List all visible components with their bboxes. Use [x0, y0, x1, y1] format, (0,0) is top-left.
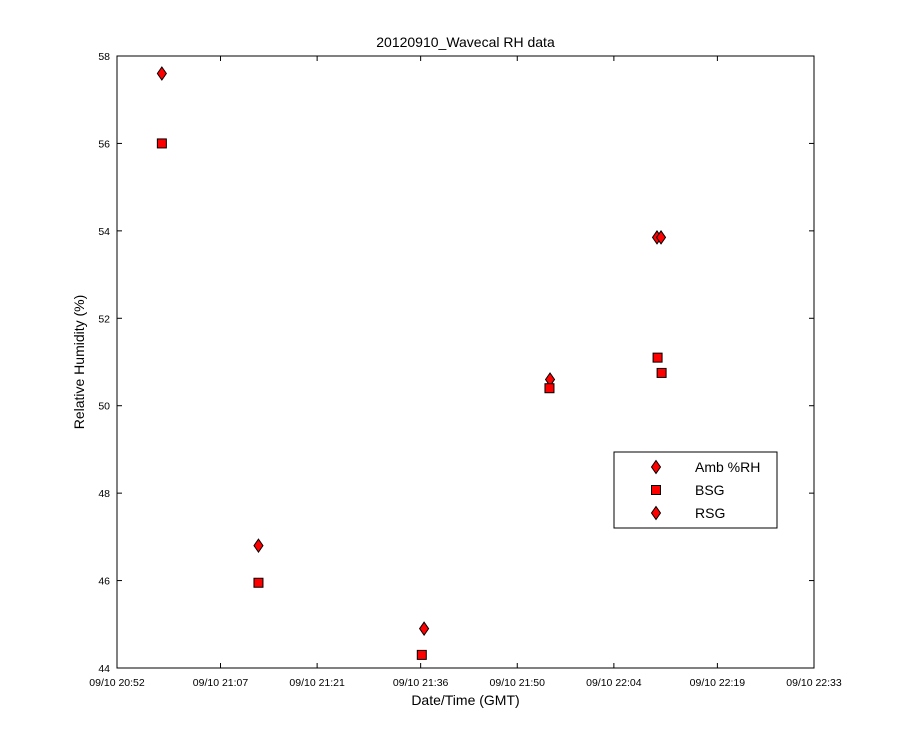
series-1	[156, 138, 667, 660]
x-axis: 09/10 20:52 09/10 21:07 09/10 21:21 09/10 2…	[89, 56, 842, 689]
x-tick-label: 09/10 20:52	[89, 677, 145, 689]
x-axis-title: Date/Time (GMT)	[411, 692, 519, 708]
legend-marker	[651, 485, 661, 495]
series-0	[156, 66, 667, 637]
data-point	[253, 538, 264, 553]
chart-title: 20120910_Wavecal RH data	[376, 34, 555, 50]
x-tick-label: 09/10 22:04	[586, 677, 642, 689]
y-tick-label: 46	[98, 576, 110, 588]
y-tick-label: 44	[98, 663, 110, 675]
data-point	[156, 66, 167, 81]
y-tick-label: 56	[98, 138, 110, 150]
y-tick-label: 48	[98, 488, 110, 500]
data-point	[418, 621, 430, 637]
data-point	[655, 230, 667, 245]
legend-marker	[650, 459, 662, 475]
plot-area	[116, 55, 815, 669]
y-tick-label: 58	[98, 51, 110, 63]
legend-box	[613, 451, 778, 529]
data-point	[544, 383, 555, 394]
data-point	[416, 649, 427, 660]
y-axis: 44 46 48 50 52 54 56 58	[98, 51, 814, 675]
x-tick-label: 09/10 22:33	[786, 677, 842, 689]
legend-marker	[650, 505, 662, 521]
legend-label: RSG	[695, 505, 725, 521]
data-point	[652, 352, 663, 363]
legend: Amb %RH BSG RSG	[613, 451, 778, 529]
x-tick-label: 09/10 22:19	[690, 677, 746, 689]
y-tick-label: 50	[98, 401, 110, 413]
legend-label: BSG	[695, 482, 725, 498]
data-point	[253, 577, 264, 588]
x-tick-label: 09/10 21:36	[393, 677, 449, 689]
y-tick-label: 54	[98, 226, 110, 238]
y-tick-label: 52	[98, 313, 110, 325]
data-points	[156, 66, 667, 660]
x-tick-label: 09/10 21:21	[289, 677, 345, 689]
data-point	[156, 138, 167, 149]
data-point	[656, 367, 667, 378]
x-tick-label: 09/10 21:07	[193, 677, 249, 689]
x-tick-label: 09/10 21:50	[490, 677, 546, 689]
legend-label: Amb %RH	[695, 459, 760, 475]
y-axis-title: Relative Humidity (%)	[71, 295, 87, 430]
